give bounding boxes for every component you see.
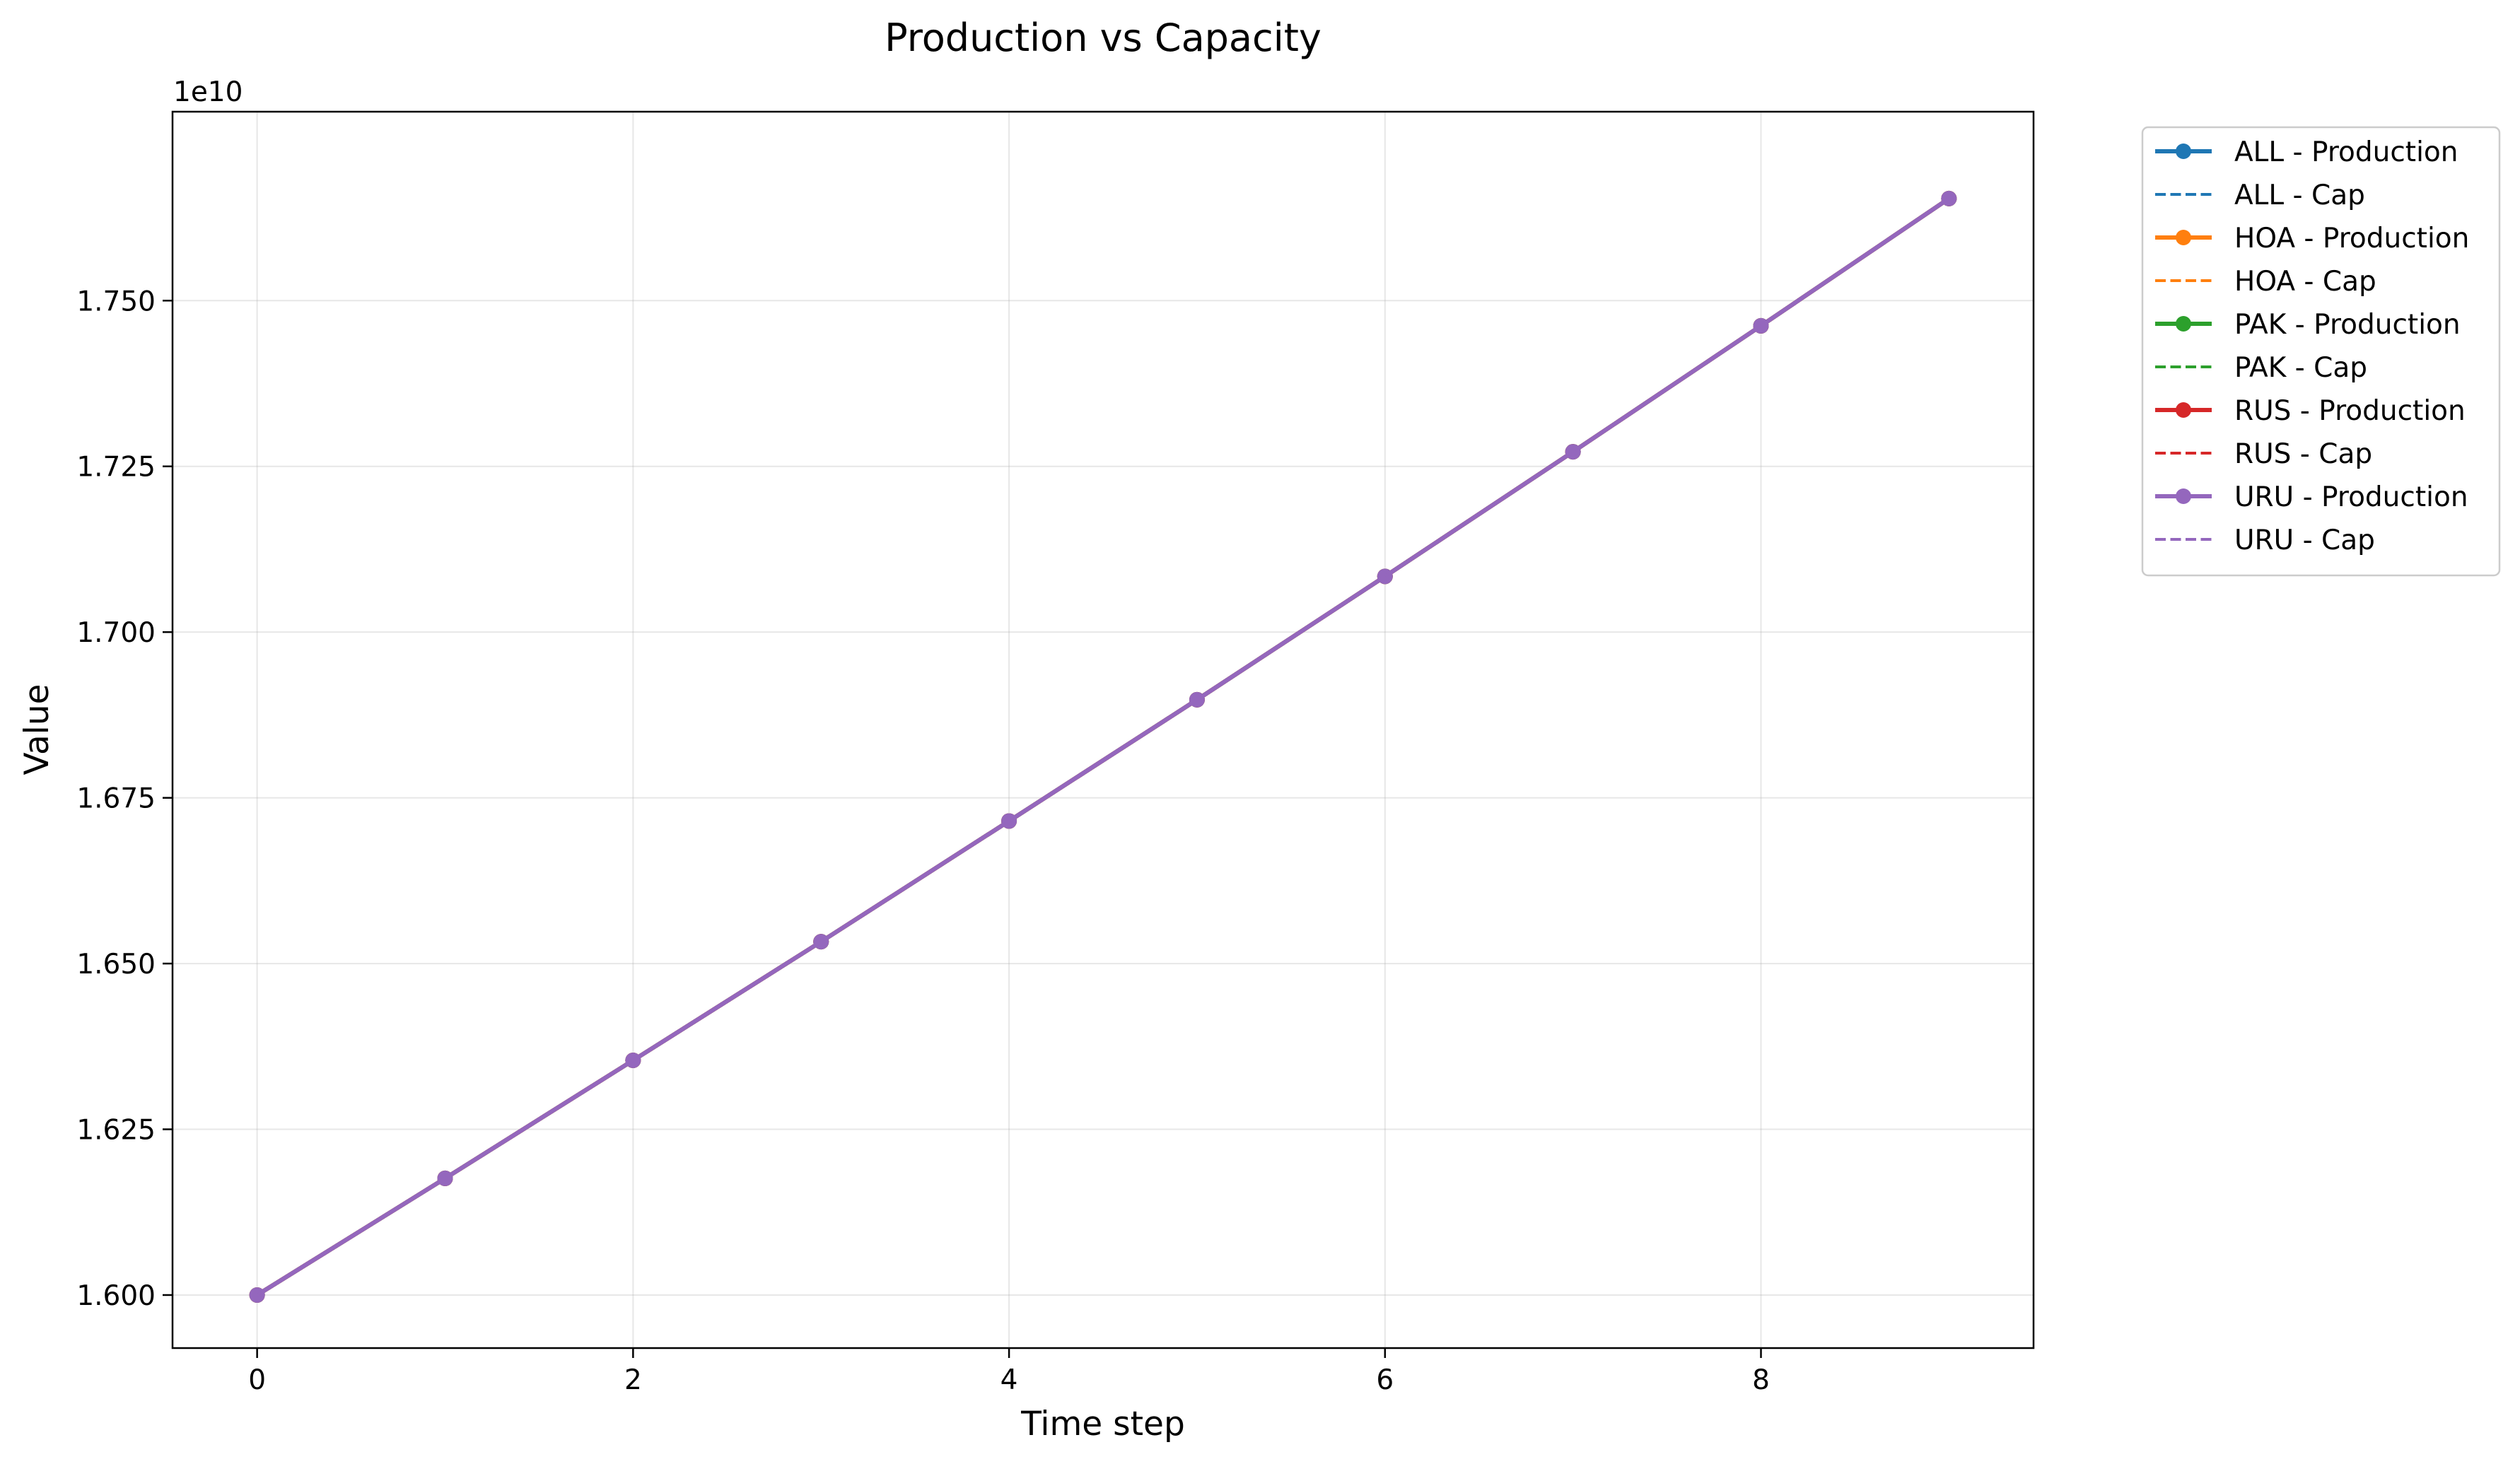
legend-item: PAK - Cap	[2155, 352, 2367, 384]
series-pak-cap	[256, 197, 1950, 1296]
legend-label: RUS - Production	[2234, 395, 2466, 427]
x-tick-label: 4	[1001, 1364, 1018, 1396]
series-line-all-production	[256, 197, 1951, 1297]
legend-item: ALL - Cap	[2155, 180, 2365, 211]
series-rus-cap	[256, 197, 1950, 1296]
series-hoa-production	[249, 190, 1957, 1303]
chart-title: Production vs Capacity	[885, 16, 1322, 60]
series-layer	[249, 190, 1957, 1303]
legend-item: HOA - Cap	[2155, 266, 2376, 298]
legend-item: ALL - Production	[2155, 136, 2458, 168]
y-tick-label: 1.725	[76, 452, 156, 484]
legend-item: RUS - Cap	[2155, 438, 2372, 470]
data-point-uru-production	[1753, 317, 1769, 334]
legend-label: URU - Production	[2234, 481, 2468, 513]
series-line-rus-cap	[256, 197, 1950, 1296]
y-axis-label: Value	[18, 684, 57, 775]
series-line-rus-production	[256, 197, 1951, 1297]
legend-label: PAK - Cap	[2234, 352, 2367, 384]
legend-label: HOA - Production	[2234, 223, 2469, 254]
axis-ticks: 0 2 4 6 8 1.600 1.625 1.650 1.675 1.700 1.725 1.750	[76, 286, 1770, 1396]
series-uru-cap	[256, 197, 1950, 1296]
series-line-uru-production	[256, 197, 1951, 1297]
y-tick-label: 1.600	[76, 1280, 156, 1312]
legend-item: RUS - Production	[2155, 395, 2466, 427]
series-line-pak-cap	[256, 197, 1950, 1296]
series-rus-production	[249, 190, 1957, 1303]
y-tick-label: 1.625	[76, 1115, 156, 1147]
x-axis-label: Time step	[1020, 1405, 1185, 1443]
legend-label: ALL - Cap	[2234, 180, 2365, 211]
x-tick-label: 8	[1752, 1364, 1770, 1396]
legend-label: ALL - Production	[2234, 136, 2458, 168]
series-hoa-cap	[256, 197, 1950, 1296]
series-all-production	[249, 190, 1957, 1303]
grid	[173, 112, 2034, 1348]
y-tick-label: 1.750	[76, 286, 156, 317]
legend-label: HOA - Cap	[2234, 266, 2376, 298]
series-line-pak-production	[256, 197, 1951, 1297]
series-pak-production	[249, 190, 1957, 1303]
legend-label: URU - Cap	[2234, 525, 2375, 556]
plot-frame	[171, 110, 2035, 1349]
legend-marker	[2176, 316, 2191, 332]
legend-item: URU - Cap	[2155, 525, 2375, 556]
legend-marker	[2176, 230, 2191, 245]
legend-marker	[2176, 488, 2191, 504]
series-uru-production	[249, 190, 1957, 1303]
legend-marker	[2176, 144, 2191, 159]
series-line-uru-cap	[256, 197, 1950, 1296]
series-line-all-cap	[256, 197, 1950, 1296]
y-tick-label: 1.650	[76, 949, 156, 980]
legend-label: RUS - Cap	[2234, 438, 2372, 470]
legend-item: PAK - Production	[2155, 309, 2461, 341]
y-tick-label: 1.675	[76, 783, 156, 815]
legend-item: URU - Production	[2155, 481, 2468, 513]
series-line-hoa-production	[256, 197, 1951, 1297]
x-tick-label: 0	[248, 1364, 266, 1396]
data-point-uru-production	[1565, 444, 1581, 460]
legend-marker	[2176, 402, 2191, 418]
x-tick-label: 2	[624, 1364, 642, 1396]
x-tick-label: 6	[1376, 1364, 1394, 1396]
series-all-cap	[256, 197, 1950, 1296]
legend-label: PAK - Production	[2234, 309, 2461, 341]
legend-box	[2141, 126, 2501, 577]
data-point-uru-production	[1377, 568, 1393, 585]
legend-item: HOA - Production	[2155, 223, 2469, 254]
legend: ALL - Production ALL - Cap HOA - Productio…	[2141, 126, 2501, 577]
y-axis-offset-text: 1e10	[173, 76, 243, 108]
series-line-hoa-cap	[256, 197, 1950, 1296]
y-tick-label: 1.700	[76, 617, 156, 649]
data-point-uru-production	[813, 934, 829, 950]
